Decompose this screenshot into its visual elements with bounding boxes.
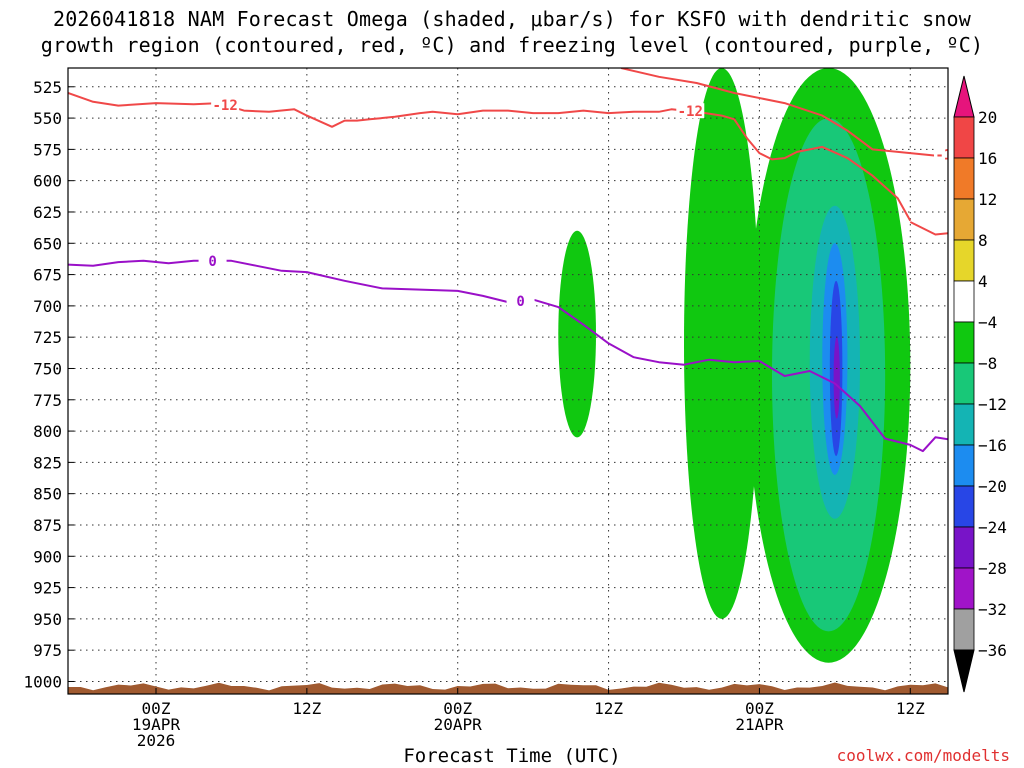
- x-tick-label: 21APR: [735, 715, 784, 734]
- contour-label-bg: [198, 252, 227, 268]
- contour-label: 0: [516, 294, 524, 310]
- y-tick-label: 750: [33, 359, 62, 378]
- y-tick-label: 925: [33, 579, 62, 598]
- title-line-2: growth region (contoured, red, ºC) and f…: [40, 33, 984, 57]
- x-tick-label: 20APR: [434, 715, 483, 734]
- contour-line: [620, 68, 948, 157]
- colorbar-label: −24: [978, 518, 1007, 537]
- omega-shaded-region: [558, 230, 597, 438]
- colorbar-bin: [953, 321, 975, 364]
- x-tick-label: 00Z: [142, 699, 171, 718]
- contour-label: 0: [208, 254, 216, 270]
- y-tick-label: 650: [33, 234, 62, 253]
- terrain-strip: [68, 682, 948, 694]
- contour-label-bg: [676, 103, 705, 119]
- y-tick-label: 700: [33, 297, 62, 316]
- colorbar-bin: [953, 567, 975, 610]
- colorbar-label: 4: [978, 272, 988, 291]
- y-tick-label: 825: [33, 453, 62, 472]
- colorbar: 20 16 12 8 4 −4 −8 −12 −16 −20 −24 −28 −32 −36: [953, 75, 1007, 693]
- colorbar-label: 16: [978, 149, 997, 168]
- y-tick-label: 625: [33, 203, 62, 222]
- credit-text: coolwx.com/modelts: [836, 746, 1010, 765]
- contour-line: [68, 92, 912, 222]
- colorbar-bin: [953, 485, 975, 528]
- y-tick-label: 575: [33, 140, 62, 159]
- chart-title: 2026041818 NAM Forecast Omega (shaded, μ…: [0, 6, 1024, 58]
- x-tick-label: 00Z: [443, 699, 472, 718]
- plot-frame: [67, 67, 949, 695]
- terrain-fill: [68, 682, 948, 694]
- colorbar-bin: [953, 157, 975, 200]
- colorbar-over-triangle: [953, 75, 975, 118]
- contour-lines: -12 -12 -12 0 0: [68, 68, 960, 453]
- y-tick-label: 1000: [23, 672, 62, 691]
- y-tick-label: 850: [33, 485, 62, 504]
- omega-shaded-region: [684, 68, 760, 619]
- colorbar-label: −28: [978, 559, 1007, 578]
- y-tick-label: 900: [33, 547, 62, 566]
- x-axis-ticks: 00Z19APR202612Z00Z20APR12Z00Z21APR12Z00Z…: [132, 688, 925, 750]
- y-tick-label: 775: [33, 391, 62, 410]
- contour-label-bg: [934, 146, 948, 162]
- y-tick-label: 675: [33, 266, 62, 285]
- contour-label: -12: [678, 104, 703, 120]
- colorbar-label: −36: [978, 641, 1007, 660]
- y-tick-label: 950: [33, 610, 62, 629]
- x-tick-label: 12Z: [292, 699, 321, 718]
- x-tick-label: 12Z: [896, 699, 925, 718]
- y-tick-label: 525: [33, 78, 62, 97]
- colorbar-label: 8: [978, 231, 988, 250]
- colorbar-bin: [953, 280, 975, 323]
- colorbar-bin: [953, 444, 975, 487]
- title-line-1: 2026041818 NAM Forecast Omega (shaded, μ…: [52, 7, 972, 31]
- y-axis-ticks: 525 550 575 600 625 650 675 700 725 750 775 800 825 8…: [23, 78, 74, 691]
- colorbar-bin: [953, 362, 975, 405]
- x-tick-label: 00Z: [745, 699, 774, 718]
- colorbar-bin: [953, 403, 975, 446]
- colorbar-bin: [953, 526, 975, 569]
- x-tick-label: 12Z: [594, 699, 623, 718]
- colorbar-label: 12: [978, 190, 997, 209]
- colorbar-label: −32: [978, 600, 1007, 619]
- colorbar-bin: [953, 198, 975, 241]
- colorbar-under-triangle: [953, 649, 975, 693]
- grid-lines: [68, 68, 948, 694]
- colorbar-bin: [953, 116, 975, 159]
- contour-label-bg: [211, 96, 240, 112]
- x-tick-label: 2026: [137, 731, 176, 750]
- colorbar-label: −4: [978, 313, 997, 332]
- y-tick-label: 975: [33, 641, 62, 660]
- x-axis-label: Forecast Time (UTC): [403, 745, 621, 767]
- colorbar-label: −8: [978, 354, 997, 373]
- colorbar-label: −12: [978, 395, 1007, 414]
- omega-shading: [558, 68, 911, 663]
- contour-label: -12: [212, 98, 237, 114]
- colorbar-label: −20: [978, 477, 1007, 496]
- colorbar-label: 20: [978, 108, 997, 127]
- y-tick-label: 600: [33, 172, 62, 191]
- contour-label: -12: [935, 147, 960, 163]
- contour-label-bg: [506, 292, 535, 308]
- y-tick-label: 800: [33, 422, 62, 441]
- y-tick-label: 550: [33, 109, 62, 128]
- y-tick-label: 875: [33, 516, 62, 535]
- colorbar-bin: [953, 239, 975, 282]
- x-tick-label: 19APR: [132, 715, 181, 734]
- colorbar-bin: [953, 608, 975, 651]
- y-tick-label: 725: [33, 328, 62, 347]
- omega-shaded-region: [833, 337, 840, 419]
- colorbar-label: −16: [978, 436, 1007, 455]
- contour-line: [68, 259, 948, 453]
